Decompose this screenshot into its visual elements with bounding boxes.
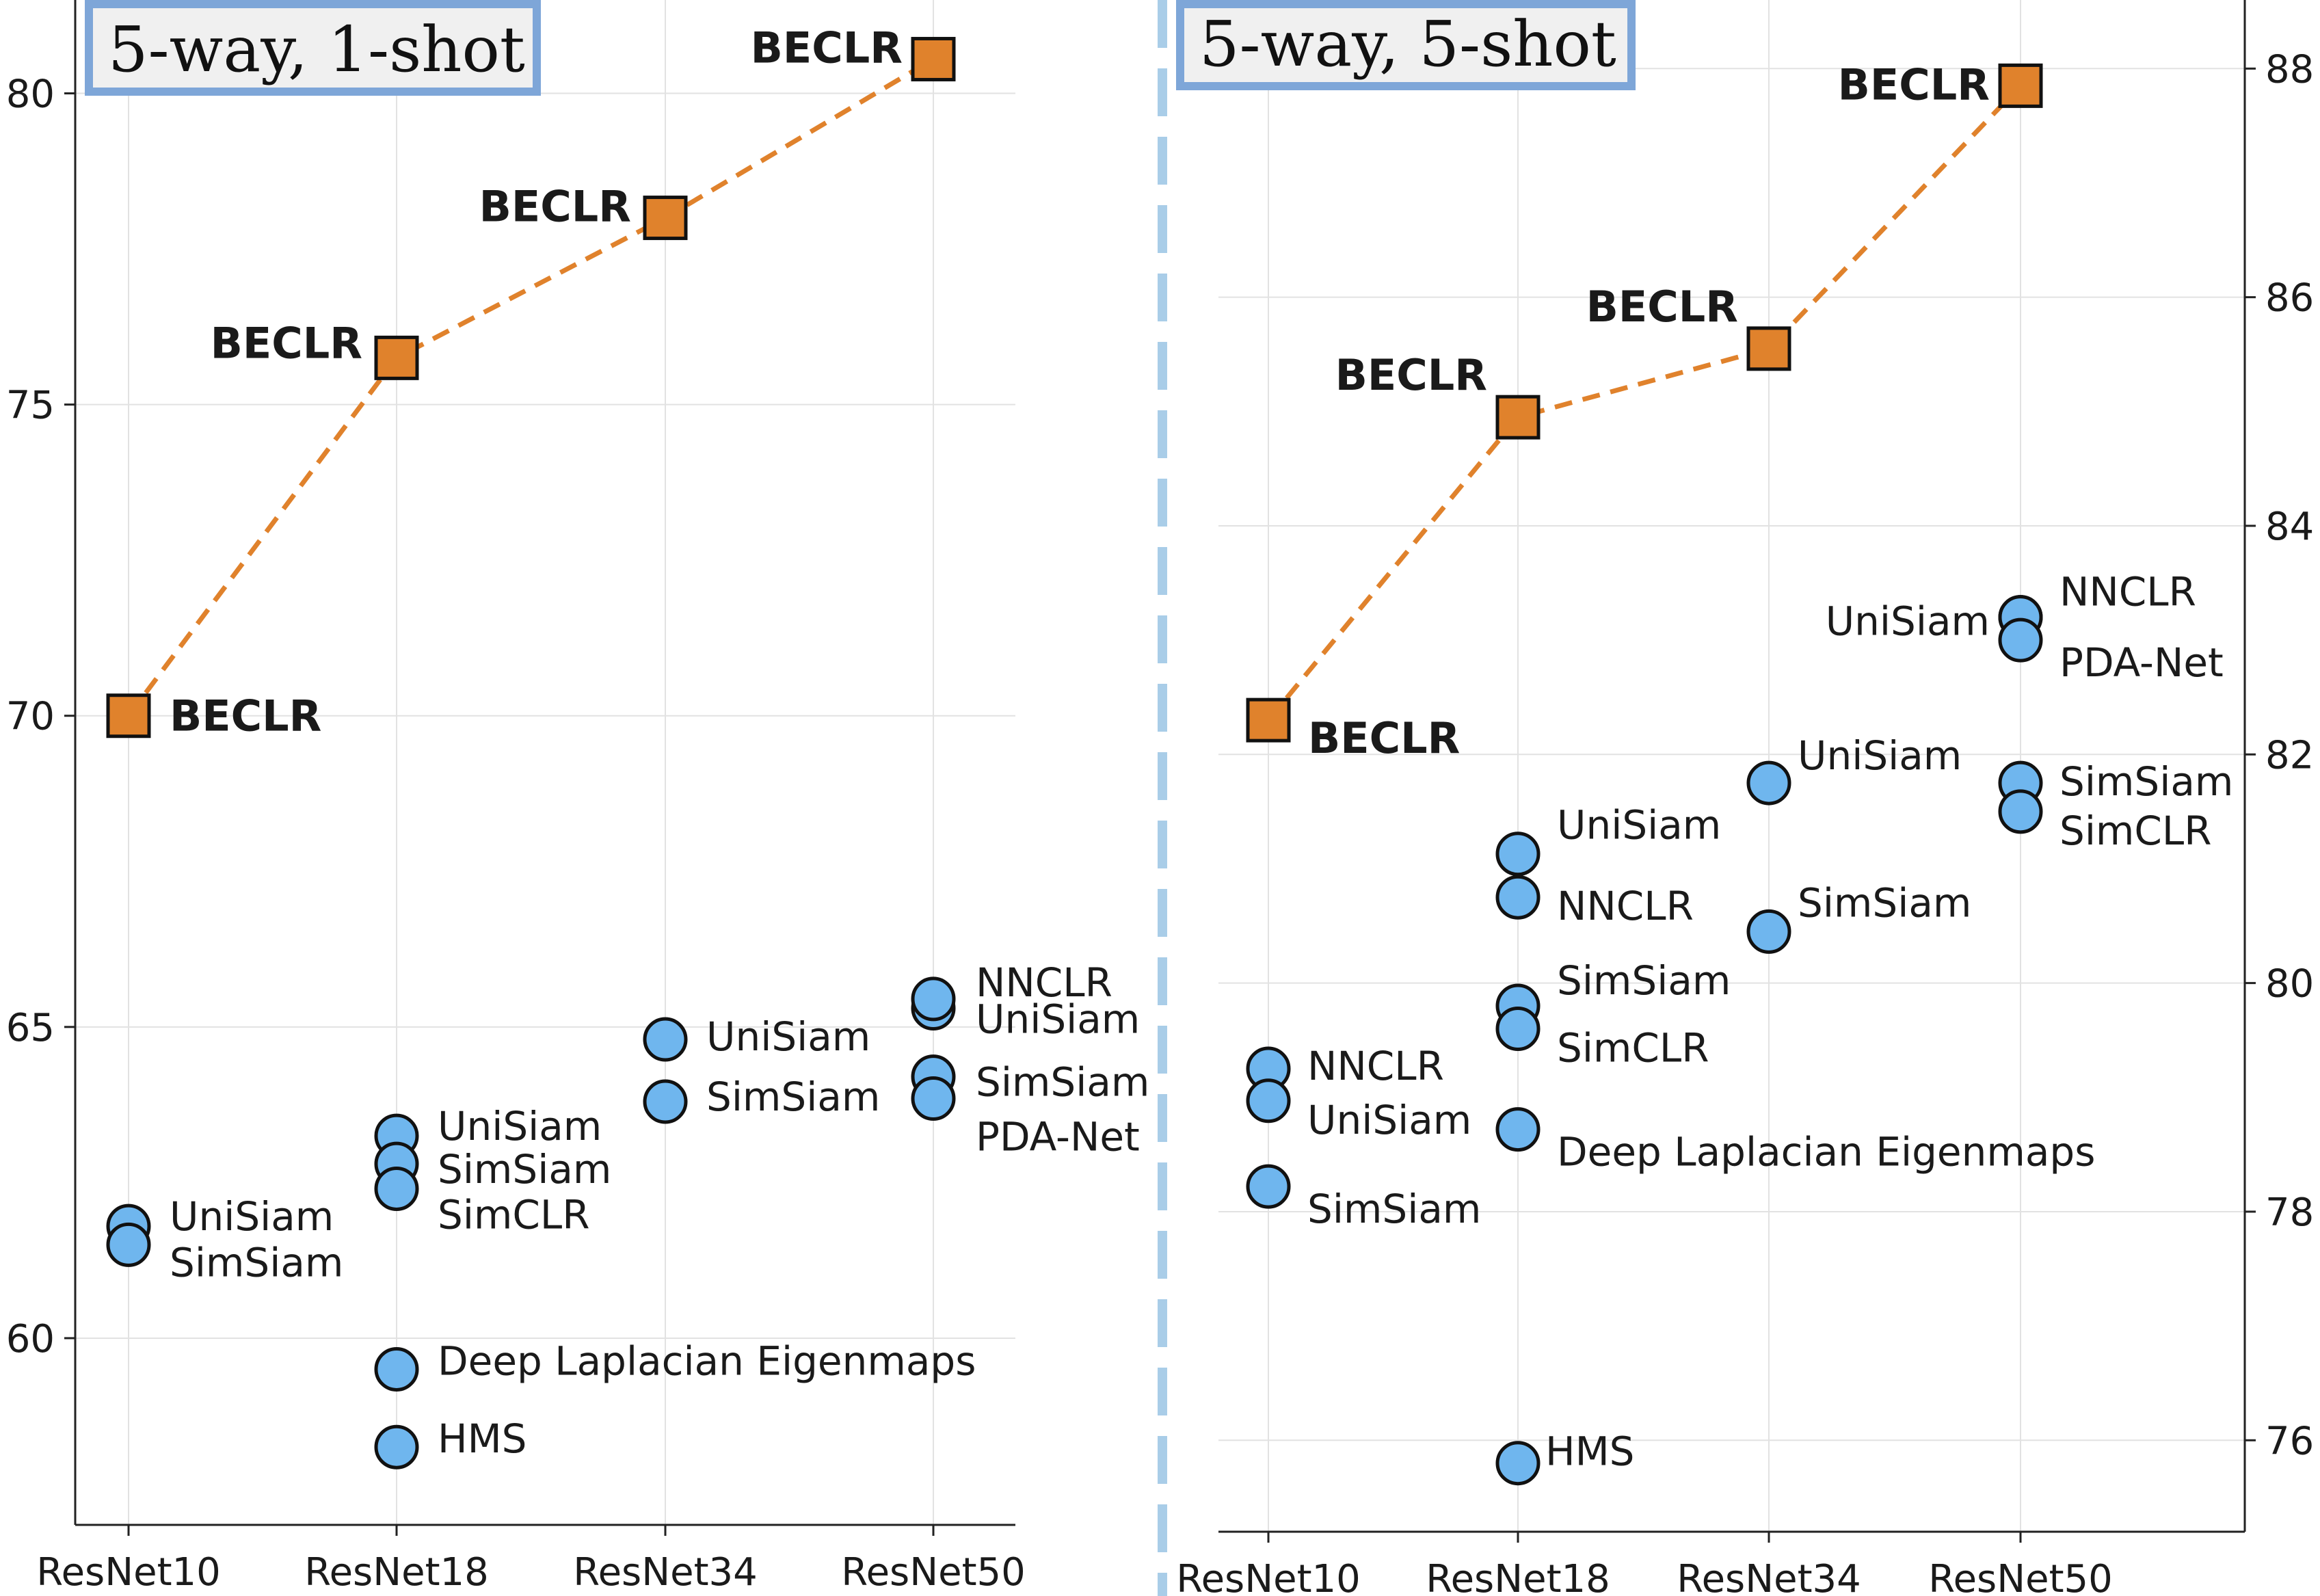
- baseline-point: [1746, 760, 1791, 806]
- y-tick-label: 88: [2265, 47, 2314, 92]
- baseline-point: [1495, 832, 1541, 877]
- x-tick-label: ResNet50: [1928, 1557, 2113, 1596]
- baseline-point: [374, 1166, 419, 1211]
- y-tick-label: 70: [6, 695, 55, 739]
- baseline-point: [374, 1424, 419, 1469]
- beclr-point-label: BECLR: [1335, 350, 1487, 400]
- baseline-point-label: Deep Laplacian Eigenmaps: [438, 1338, 976, 1384]
- beclr-point-label: BECLR: [211, 318, 362, 368]
- baseline-point: [374, 1346, 419, 1392]
- baseline-point: [1495, 875, 1541, 920]
- baseline-point: [106, 1222, 151, 1267]
- y-tick-label: 76: [2265, 1419, 2314, 1463]
- baseline-point: [1746, 909, 1791, 954]
- beclr-point: [1495, 395, 1541, 440]
- y-tick-label: 75: [6, 384, 55, 428]
- baseline-point: [1246, 1078, 1291, 1123]
- baseline-point-label: UniSiam: [1557, 802, 1721, 849]
- baseline-point-label: SimSiam: [438, 1146, 611, 1193]
- baseline-point: [1998, 789, 2043, 834]
- beclr-point: [911, 36, 956, 81]
- y-tick-label: 60: [6, 1317, 55, 1361]
- baseline-point-label: SimSiam: [976, 1059, 1149, 1106]
- baseline-point: [643, 1079, 688, 1124]
- baseline-point-label: SimSiam: [706, 1074, 880, 1120]
- baseline-point-label: HMS: [438, 1415, 526, 1462]
- baseline-point-label: SimSiam: [1557, 957, 1731, 1004]
- baseline-point-label: SimSiam: [1798, 879, 1971, 926]
- baseline-point: [1246, 1164, 1291, 1209]
- baseline-point-label: UniSiam: [1826, 598, 1990, 645]
- baseline-point: [1495, 1441, 1541, 1486]
- panel-1shot: 60 65 70 75 80 ResNet10 ResNet18 ResNet34 ResNet…: [6, 0, 1149, 1595]
- baseline-point-label: UniSiam: [976, 996, 1140, 1043]
- baseline-point: [1998, 617, 2043, 663]
- baseline-point-label: NNCLR: [1307, 1043, 1444, 1089]
- y-tick-label: 86: [2265, 276, 2314, 321]
- x-tick-label: ResNet34: [1677, 1557, 1861, 1596]
- baseline-point-label: PDA-Net: [2059, 639, 2224, 686]
- baseline-point-label: NNCLR: [976, 959, 1112, 1006]
- beclr-point: [1746, 326, 1791, 371]
- baseline-point-label: NNCLR: [2059, 569, 2196, 615]
- beclr-point-label: BECLR: [479, 182, 631, 232]
- beclr-point: [374, 335, 419, 380]
- y-tick-label: 78: [2265, 1191, 2314, 1235]
- baseline-point-label: SimSiam: [2059, 758, 2233, 805]
- grid: [75, 0, 1015, 1525]
- beclr-point-label: BECLR: [170, 691, 321, 741]
- baseline-point: [1495, 1006, 1541, 1051]
- beclr-point-label: BECLR: [751, 23, 903, 72]
- panel-titles: 5-way, 1-shot 5-way, 5-shot: [85, 0, 1636, 96]
- beclr-point: [643, 196, 688, 241]
- baseline-point-label: UniSiam: [170, 1193, 334, 1240]
- y-tick-label: 80: [2265, 962, 2314, 1007]
- baseline-point: [911, 1076, 956, 1121]
- x-tick-label: ResNet34: [573, 1550, 758, 1595]
- beclr-point-label: BECLR: [1838, 59, 1990, 109]
- beclr-point-label: BECLR: [1586, 282, 1738, 332]
- baseline-point-label: SimSiam: [1307, 1186, 1481, 1232]
- baseline-point-label: UniSiam: [438, 1103, 602, 1149]
- baseline-point-label: SimSiam: [170, 1239, 343, 1286]
- beclr-point-label: BECLR: [1308, 713, 1460, 763]
- baseline-point-label: UniSiam: [1307, 1097, 1471, 1143]
- beclr-point: [1998, 63, 2043, 108]
- baseline-point-label: SimCLR: [2059, 808, 2212, 854]
- y-tick-label: 65: [6, 1006, 55, 1050]
- beclr-series-line: [126, 57, 935, 717]
- baseline-point-label: SimCLR: [438, 1191, 590, 1238]
- x-tick-label: ResNet18: [304, 1550, 489, 1595]
- y-tick-label: 82: [2265, 733, 2314, 777]
- baseline-point-label: UniSiam: [706, 1013, 870, 1060]
- x-tick-label: ResNet10: [36, 1550, 221, 1595]
- title-box-5shot: [1176, 0, 1636, 90]
- baseline-point-label: SimCLR: [1557, 1024, 1709, 1071]
- baseline-point-label: UniSiam: [1798, 732, 1962, 779]
- y-tick-label: 84: [2265, 505, 2314, 549]
- x-tick-label: ResNet18: [1426, 1557, 1610, 1596]
- title-box-1shot: [85, 0, 541, 96]
- panel-5shot: 76 78 80 82 84 86 88 ResNet10 ResNet18 ResNet34 Re…: [1176, 0, 2314, 1596]
- baseline-point-label: Deep Laplacian Eigenmaps: [1557, 1129, 2095, 1175]
- title-5shot: 5-way, 5-shot: [1199, 8, 1616, 81]
- y-tick-label: 80: [6, 72, 55, 117]
- baseline-point: [643, 1017, 688, 1062]
- baseline-point: [911, 976, 956, 1022]
- baseline-point: [1495, 1107, 1541, 1152]
- baseline-point-label: PDA-Net: [976, 1114, 1140, 1160]
- baseline-point-label: NNCLR: [1557, 883, 1694, 929]
- beclr-point: [106, 693, 151, 739]
- title-1shot: 5-way, 1-shot: [108, 13, 525, 86]
- baseline-point-label: HMS: [1545, 1428, 1634, 1475]
- x-tick-label: ResNet10: [1176, 1557, 1361, 1596]
- beclr-series-line: [1266, 83, 2023, 722]
- x-tick-label: ResNet50: [841, 1550, 1026, 1595]
- beclr-point: [1246, 697, 1291, 743]
